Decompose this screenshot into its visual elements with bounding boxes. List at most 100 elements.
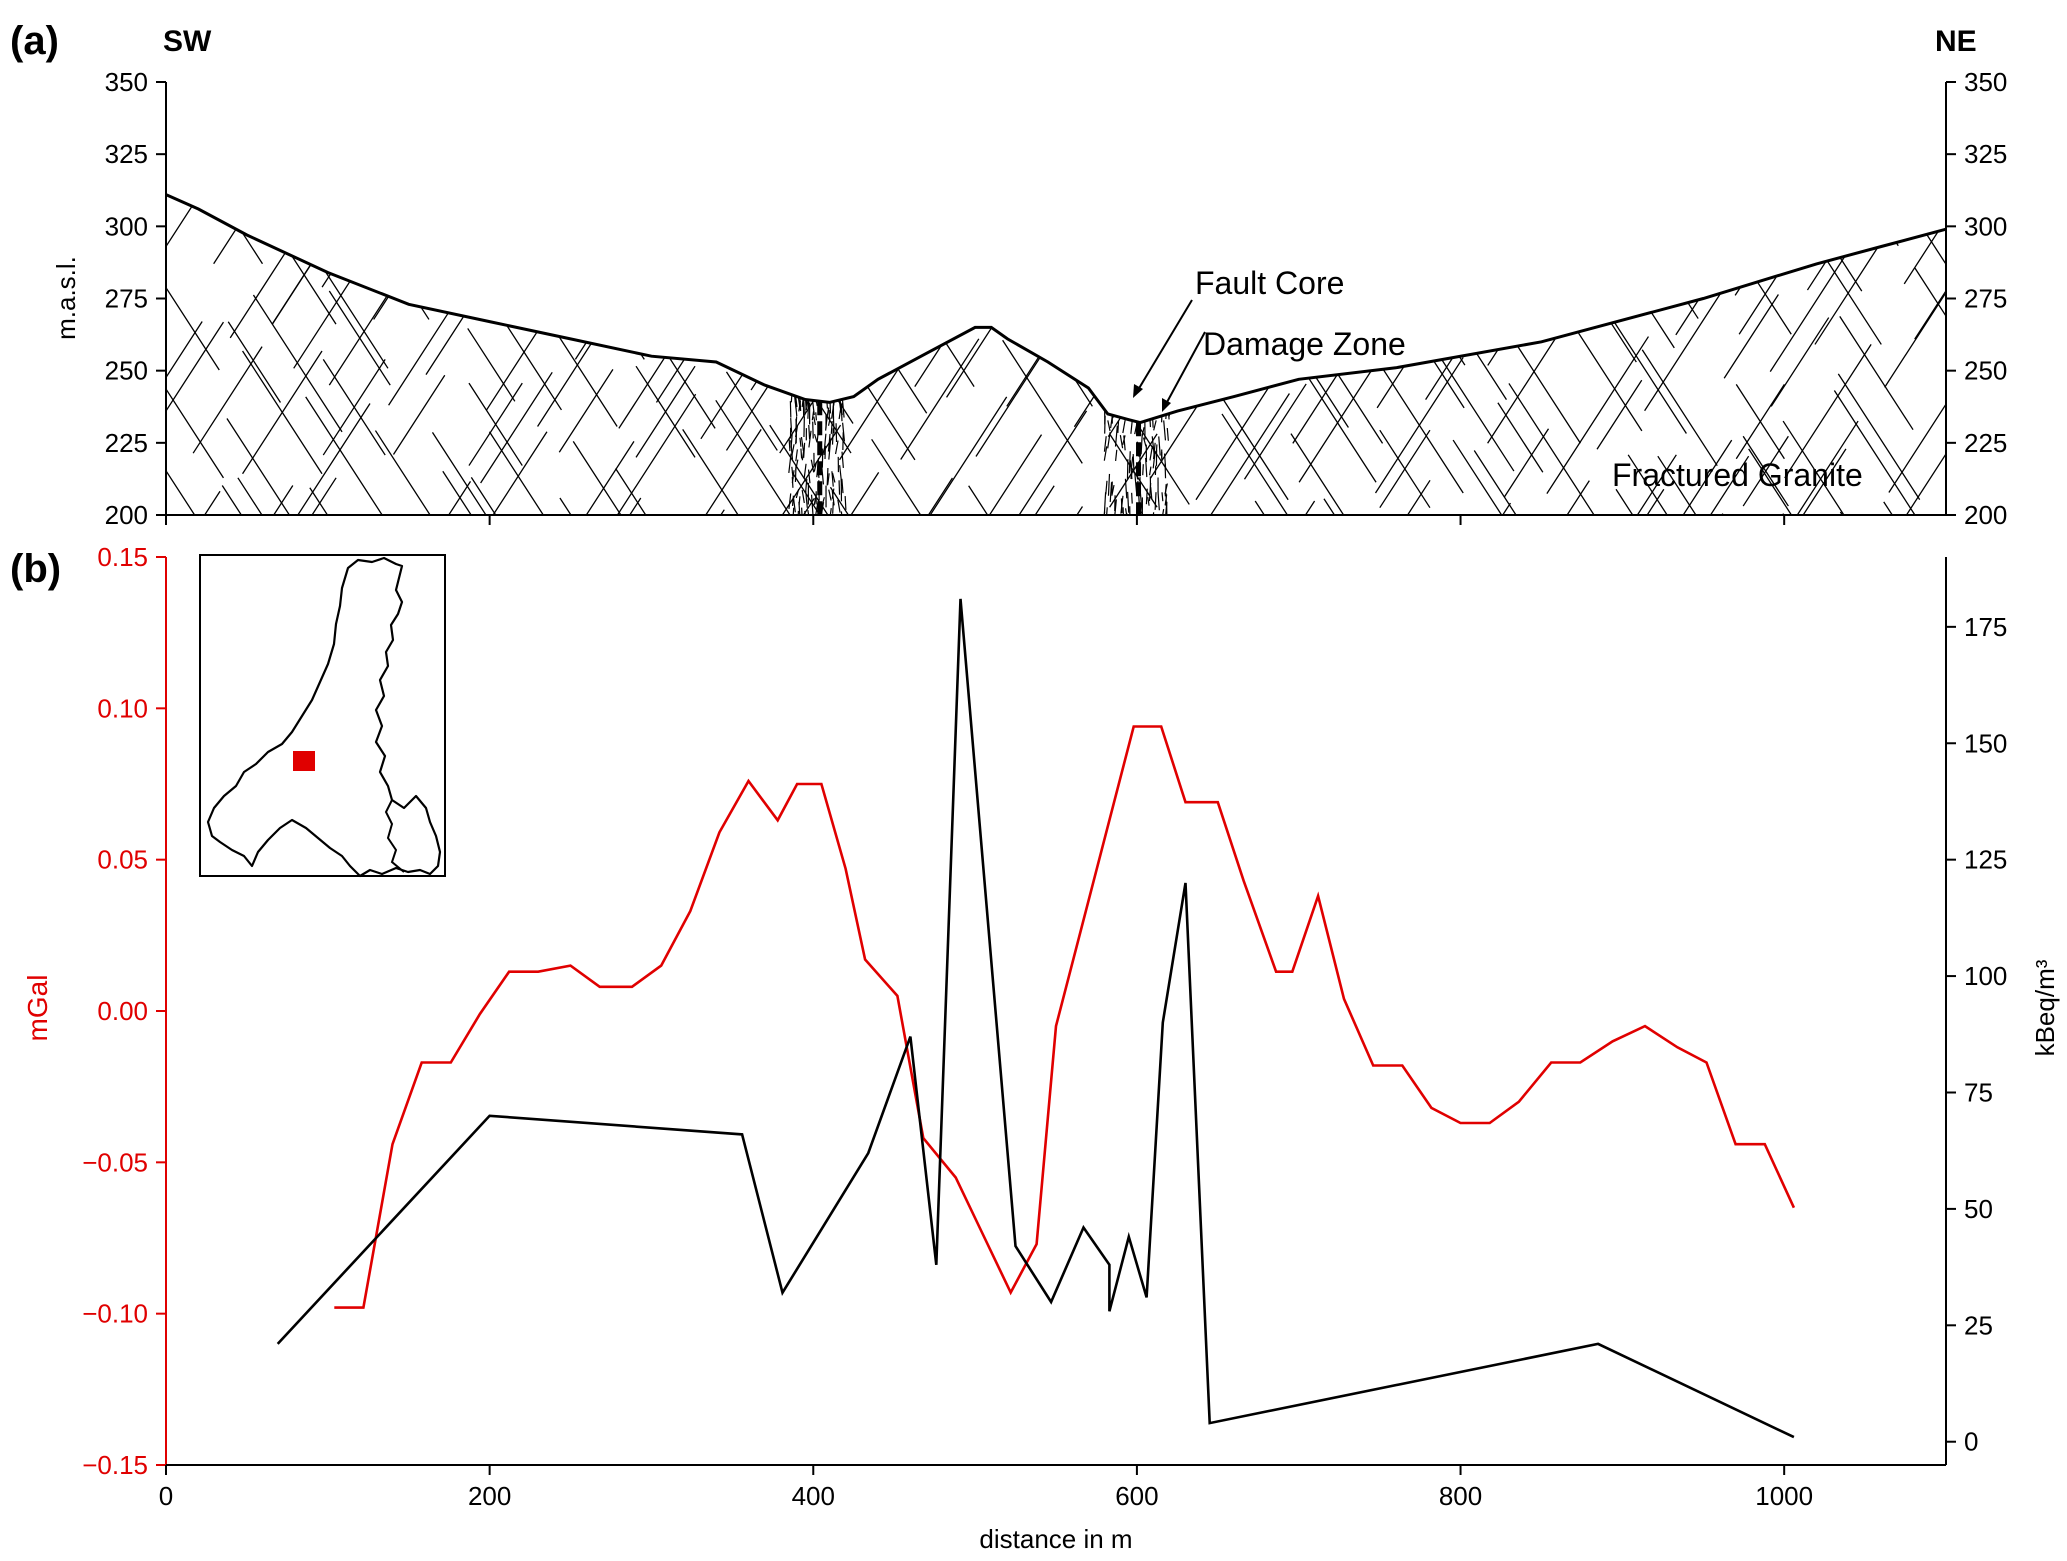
fracture-stroke (1374, 357, 1464, 494)
panel-b-ytick-label-left: −0.15 (82, 1450, 148, 1480)
fracture-stroke (975, 355, 1042, 457)
damage-zone-stroke (827, 433, 831, 452)
damage-zone-stroke (1104, 507, 1108, 515)
fracture-stroke (488, 431, 548, 515)
fracture-stroke (662, 194, 739, 219)
fracture-stroke (1675, 221, 1750, 336)
fracture-stroke (1221, 413, 1323, 515)
fracture-stroke (1323, 498, 1383, 515)
damage-zone-stroke (821, 497, 825, 507)
fracture-stroke (237, 477, 337, 515)
damage-zone-stroke (1130, 470, 1134, 479)
fracture-stroke (166, 194, 236, 291)
fracture-stroke (1914, 267, 1946, 340)
panel-b-ytick-label-right: 100 (1964, 961, 2007, 991)
damage-zone-stroke (1104, 398, 1107, 409)
fracture-stroke (388, 301, 456, 406)
fracture-stroke (750, 288, 817, 391)
fracture-stroke (1876, 404, 1946, 515)
fracture-stroke (1096, 520, 1146, 597)
damage-zone-stroke (1141, 427, 1145, 437)
damage-zone-stroke (825, 407, 830, 423)
fracture-stroke (662, 194, 739, 219)
fracture-stroke (1833, 390, 1926, 515)
damage-zone-stroke (832, 386, 835, 399)
fracture-stroke (1911, 194, 1946, 226)
fracture-stroke (467, 328, 516, 402)
fracture-stroke (684, 257, 731, 327)
damage-zone-stroke (794, 465, 797, 482)
label-fractured-granite: Fractured Granite (1612, 457, 1863, 493)
fracture-stroke (1770, 317, 1830, 407)
fracture-stroke (1784, 344, 1872, 479)
damage-zone-stroke (1148, 466, 1152, 476)
fracture-stroke (1015, 237, 1071, 323)
damage-zone-stroke (1161, 492, 1164, 502)
fracture-stroke (744, 194, 805, 259)
fracture-stroke (1298, 362, 1377, 483)
panel-b-ytick-label-right: 150 (1964, 728, 2007, 758)
damage-zone-stroke (1114, 425, 1118, 447)
damage-zone-stroke (1163, 453, 1167, 470)
fracture-stroke (946, 299, 1011, 398)
fracture-stroke (1243, 383, 1307, 480)
fracture-stroke (625, 194, 679, 213)
fracture-stroke (221, 485, 294, 515)
damage-zone-stroke (811, 411, 815, 421)
damage-zone-stroke (1123, 435, 1126, 451)
damage-zone-stroke (813, 416, 816, 426)
fracture-stroke (1735, 384, 1785, 460)
fracture-stroke (531, 194, 631, 313)
damage-zone-stroke (1106, 516, 1108, 530)
damage-zone-stroke (1127, 398, 1130, 412)
panel-a-ytick-label-right: 300 (1964, 211, 2007, 241)
fracture-stroke (322, 359, 386, 456)
damage-zone-stroke (1166, 427, 1169, 441)
damage-zone-stroke (808, 430, 812, 448)
fracture-stroke (1188, 393, 1290, 515)
fracture-stroke (1532, 202, 1637, 363)
panel-b-ytick-label-right: 25 (1964, 1310, 1993, 1340)
fracture-stroke (1534, 480, 1590, 515)
panel-a-ytick-label-right: 275 (1964, 284, 2007, 314)
panel-b-axes: −0.15 −0.10 −0.05 0.00 0.05 0.10 0.15 0 25 50 75 10… (82, 542, 2007, 1511)
damage-zone-stroke (807, 469, 811, 484)
damage-zone-stroke (1156, 388, 1159, 400)
damage-zone-stroke (1152, 451, 1156, 469)
fracture-stroke (305, 396, 389, 515)
damage-zone-stroke (791, 444, 795, 455)
damage-zone-stroke (1144, 384, 1148, 394)
damage-zone-stroke (805, 490, 808, 508)
damage-zone-stroke (807, 401, 810, 419)
label-damage-zone: Damage Zone (1203, 326, 1406, 362)
fracture-stroke (1442, 273, 1493, 351)
damage-zone-stroke (828, 489, 832, 501)
damage-zone-stroke (823, 433, 827, 455)
fracture-stroke (431, 432, 497, 515)
fracture-stroke (936, 239, 984, 311)
fracture-stroke (1109, 194, 1206, 229)
damage-zone-stroke (803, 442, 806, 458)
fracture-stroke (390, 194, 457, 274)
fracture-stroke (1533, 194, 1589, 201)
fracture-stroke (242, 350, 323, 475)
fracture-stroke (1252, 194, 1307, 260)
fracture-stroke (1533, 194, 1589, 201)
fracture-stroke (949, 194, 1054, 261)
damage-zone-stroke (841, 451, 844, 468)
fracture-stroke (1654, 194, 1749, 295)
damage-zone-stroke (808, 424, 811, 440)
panel-a-ytick-label-right: 350 (1964, 67, 2007, 97)
fracture-stroke (1839, 316, 1914, 431)
fracture-stroke (1594, 194, 1694, 240)
fracture-stroke (1596, 379, 1643, 450)
radon-series-line (276, 598, 1795, 1439)
damage-zone-stroke (1103, 446, 1108, 461)
damage-zone-stroke (831, 472, 836, 483)
damage-zone-stroke (1130, 456, 1134, 472)
damage-zone-stroke (1128, 403, 1133, 413)
damage-zone-stroke (791, 477, 794, 488)
damage-zone-stroke (1107, 393, 1110, 415)
damage-zone-stroke (1107, 432, 1111, 449)
fracture-stroke (1884, 293, 1946, 388)
